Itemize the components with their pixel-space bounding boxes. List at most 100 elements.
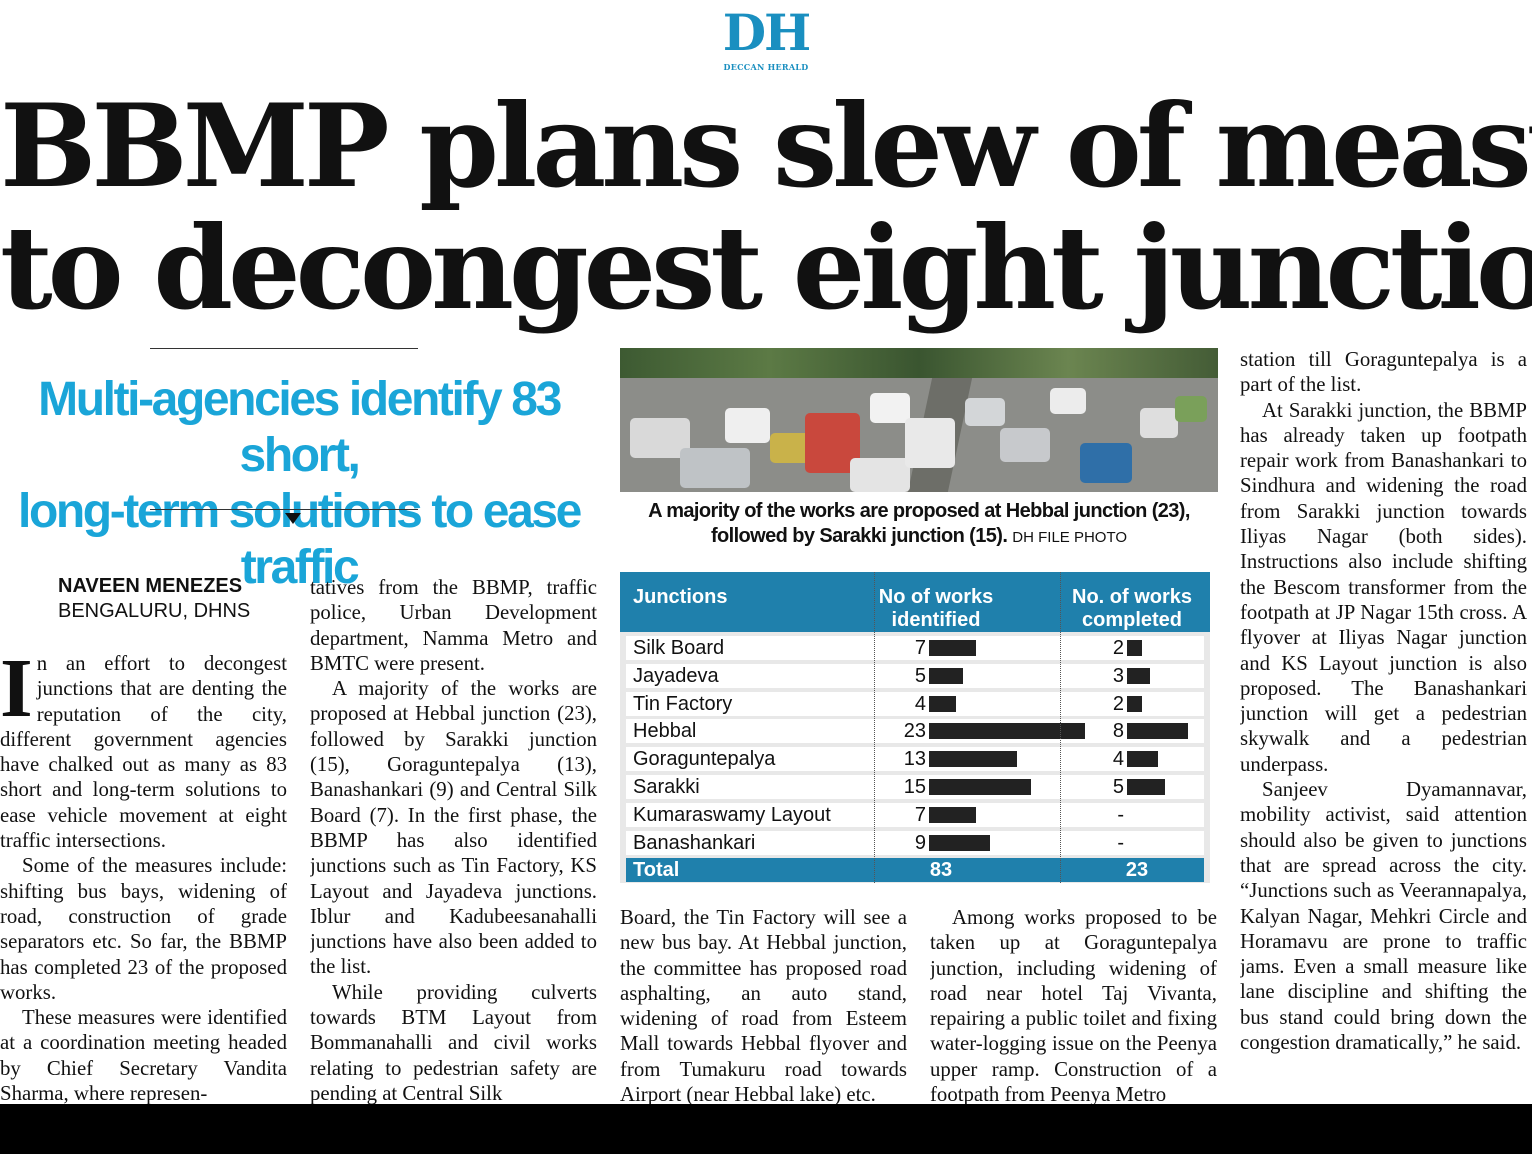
junction-name: Banashankari <box>633 831 756 854</box>
subhead: Multi-agencies identify 83 short, long-t… <box>0 372 598 596</box>
table-row: Kumaraswamy Layout 7 - <box>626 802 1204 827</box>
down-arrow-icon <box>285 513 301 524</box>
works-completed-value: 8 <box>1112 720 1124 743</box>
photo-car <box>850 458 910 492</box>
works-identified-value: 7 <box>914 637 926 659</box>
table-row: Jayadeva 5 3 <box>626 663 1204 688</box>
newspaper-page: DH DECCAN HERALD BBMP plans slew of meas… <box>0 0 1532 1104</box>
works-identified-bar <box>929 695 957 712</box>
total-completed: 23 <box>1125 859 1149 881</box>
logo-mark: DH <box>722 3 812 62</box>
article-paragraph: At Sarakki junction, the BBMP has alread… <box>1240 398 1527 776</box>
table-row: Sarakki 15 5 <box>626 775 1204 799</box>
photo-car <box>725 408 770 443</box>
junction-name: Sarakki <box>633 776 700 798</box>
works-identified-value: 4 <box>914 692 926 715</box>
article-column-3: Board, the Tin Factory will see a new bu… <box>620 905 907 1104</box>
headline-line-2: to decongest eight junctions <box>0 201 1532 335</box>
junction-name: Goraguntepalya <box>633 748 776 771</box>
works-completed-value: 2 <box>1112 692 1124 715</box>
article-paragraph: A majority of the works are proposed at … <box>310 677 597 979</box>
header-junctions: Junctions <box>633 586 728 608</box>
table-row: Hebbal 23 8 <box>626 719 1204 744</box>
works-completed-value: 2 <box>1112 637 1124 659</box>
junction-name: Kumaraswamy Layout <box>633 803 831 826</box>
header-completed-line-1: No. of works <box>1072 586 1193 608</box>
works-completed-value: - <box>1117 831 1124 854</box>
works-completed-bar <box>1127 723 1188 740</box>
article-paragraph: These measures were identified at a coor… <box>0 1006 287 1104</box>
works-identified-value: 9 <box>914 831 926 854</box>
photo-car <box>1140 408 1178 438</box>
photo-caption-line-1: A majority of the works are proposed at … <box>648 500 1190 522</box>
photo-bus <box>905 418 955 468</box>
logo-subtitle: DECCAN HERALD <box>723 62 809 72</box>
photo-car <box>1050 388 1086 414</box>
column-divider <box>1060 572 1061 883</box>
works-identified-bar <box>929 667 963 684</box>
subhead-line-2: long-term solutions to ease traffic <box>18 485 582 594</box>
table-row: Goraguntepalya 13 4 <box>626 747 1204 772</box>
article-paragraph: tatives from the BBMP, traffic police, U… <box>310 576 597 675</box>
byline-place: BENGALURU, DHNS <box>58 600 251 622</box>
article-paragraph: Some of the measures include: shifting b… <box>0 854 287 1004</box>
works-identified-bar <box>929 834 991 851</box>
header-completed: No. of works completed <box>1072 586 1192 632</box>
works-completed-bar <box>1127 640 1143 656</box>
article-column-5: station till Goraguntepalya is a part of… <box>1240 347 1527 1104</box>
works-identified-bar <box>929 723 1085 740</box>
photo-autorickshaw <box>770 433 810 463</box>
junction-name: Hebbal <box>633 720 697 743</box>
works-completed-value: 3 <box>1112 664 1124 687</box>
header-identified-line-1: No of works <box>878 586 994 608</box>
byline: NAVEEN MENEZES BENGALURU, DHNS <box>58 574 250 624</box>
subhead-line-1: Multi-agencies identify 83 short, <box>38 373 562 482</box>
table-row: Silk Board 7 2 <box>626 636 1204 660</box>
works-identified-bar <box>929 751 1018 768</box>
junctions-table: Junctions No of works identified No. of w… <box>620 572 1210 883</box>
works-completed-value: - <box>1117 803 1124 826</box>
header-completed-line-2: completed <box>1081 609 1183 631</box>
works-identified-bar <box>929 806 977 823</box>
works-completed-value: 5 <box>1112 776 1124 798</box>
works-completed-bar <box>1127 779 1166 795</box>
junction-name: Jayadeva <box>633 664 719 687</box>
photo-car <box>1000 428 1050 462</box>
drop-cap: I <box>0 651 33 735</box>
article-column-4: Among works proposed to be taken up at G… <box>930 905 1217 1104</box>
works-identified-bar <box>929 640 977 656</box>
works-completed-bar <box>1127 695 1143 712</box>
headline-line-1: BBMP plans slew of measures <box>0 79 1532 213</box>
article-paragraph: Sanjeev Dyamannavar, mobility activist, … <box>1240 778 1527 1055</box>
masthead-logo: DH DECCAN HERALD <box>718 3 814 73</box>
works-identified-value: 5 <box>914 664 926 687</box>
photo-credit: DH FILE PHOTO <box>1012 529 1128 546</box>
table-header: Junctions No of works identified No. of w… <box>620 572 1210 632</box>
photo-trees <box>620 348 1218 382</box>
article-paragraph: Among works proposed to be taken up at G… <box>930 906 1217 1104</box>
photo-caption-text: followed by Sarakki junction (15). <box>710 525 1008 547</box>
article-paragraph: While providing culverts towards BTM Lay… <box>310 980 597 1104</box>
photo-caption-line-2: followed by Sarakki junction (15). DH FI… <box>610 523 1228 551</box>
junction-name: Silk Board <box>633 637 725 659</box>
subhead-bottom-rule <box>150 509 418 510</box>
works-completed-bar <box>1127 751 1158 768</box>
header-identified: No of works identified <box>876 586 996 632</box>
traffic-photo <box>620 348 1218 492</box>
works-identified-value: 23 <box>903 720 926 743</box>
header-identified-line-2: identified <box>891 609 981 631</box>
works-identified-bar <box>929 779 1031 795</box>
subhead-top-rule <box>150 348 418 349</box>
works-identified-value: 7 <box>914 803 926 826</box>
article-paragraph: Board, the Tin Factory will see a new bu… <box>620 906 907 1104</box>
table-total-row: Total 83 23 <box>626 858 1204 882</box>
photo-bus <box>1080 443 1132 483</box>
works-completed-bar <box>1127 667 1150 684</box>
article-paragraph: station till Goraguntepalya is a part of… <box>1240 348 1527 397</box>
byline-name: NAVEEN MENEZES <box>58 575 243 597</box>
total-label: Total <box>633 859 680 881</box>
table-row: Tin Factory 4 2 <box>626 691 1204 716</box>
junction-name: Tin Factory <box>633 692 733 715</box>
